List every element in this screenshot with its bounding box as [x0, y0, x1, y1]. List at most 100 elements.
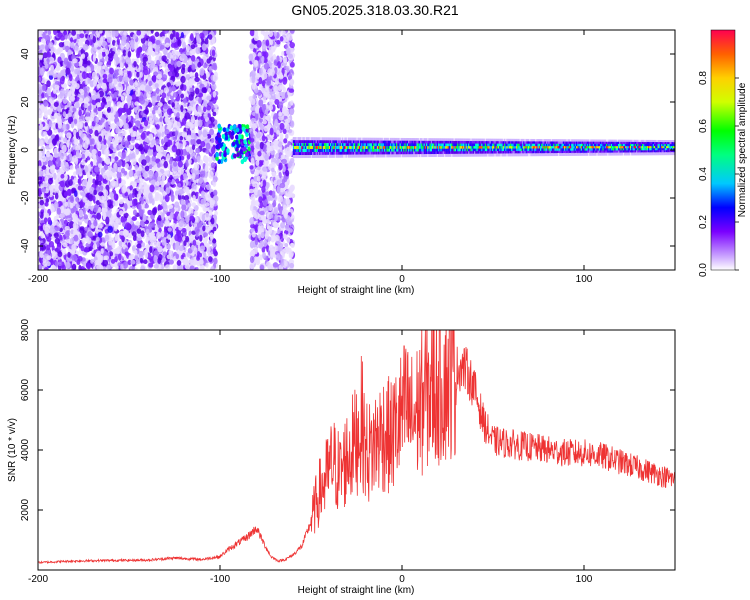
heatmap-cell: [57, 32, 63, 38]
heatmap-cell: [124, 75, 129, 83]
heatmap-cell: [73, 177, 78, 184]
heatmap-cell: [43, 217, 48, 223]
heatmap-cell: [141, 159, 147, 166]
heatmap-cell: [202, 225, 206, 232]
heatmap-cell: [46, 236, 52, 242]
heatmap-cell: [127, 50, 132, 58]
heatmap-cell: [196, 255, 201, 261]
heatmap-cell: [40, 38, 46, 44]
heatmap-cell: [166, 153, 171, 162]
heatmap-cell: [143, 259, 148, 265]
heatmap-cell: [94, 129, 99, 137]
heatmap-cell: [92, 55, 97, 62]
heatmap-cell: [83, 103, 88, 109]
heatmap-cell: [193, 246, 198, 255]
heatmap-cell: [194, 111, 198, 117]
heatmap-cell: [77, 167, 83, 175]
heatmap-cell: [166, 82, 171, 88]
heatmap-cell: [185, 159, 189, 168]
heatmap-cell: [131, 181, 137, 188]
heatmap-cell: [53, 201, 59, 209]
heatmap-cell: [38, 87, 43, 95]
heatmap-cell: [95, 116, 100, 123]
heatmap-cell: [142, 214, 147, 222]
heatmap-cell: [106, 264, 111, 270]
heatmap-cell: [90, 46, 96, 55]
heatmap-cell: [185, 179, 189, 186]
heatmap-cell: [79, 227, 85, 234]
heatmap-cell: [135, 89, 141, 97]
heatmap-cell: [80, 48, 85, 55]
heatmap-cell: [72, 58, 78, 64]
heatmap-cell: [167, 227, 173, 232]
heatmap-cell: [128, 144, 134, 150]
heatmap-cell: [81, 232, 85, 238]
heatmap-cell: [97, 106, 102, 112]
heatmap-cell: [148, 170, 154, 179]
heatmap-cell: [221, 133, 226, 139]
heatmap-cell: [200, 141, 206, 148]
heatmap-cell: [188, 207, 194, 215]
heatmap-cell: [184, 263, 191, 270]
heatmap-cell: [173, 66, 179, 74]
heatmap-cell: [60, 174, 65, 179]
heatmap-cell: [180, 32, 185, 39]
heatmap-cell: [180, 217, 185, 223]
heatmap-cell: [186, 121, 192, 127]
heatmap-cell: [176, 81, 182, 86]
heatmap-cell: [176, 264, 183, 270]
heatmap-cell: [195, 47, 201, 55]
heatmap-cell: [206, 133, 212, 139]
heatmap-cell: [140, 186, 146, 194]
heatmap-cell: [86, 56, 91, 62]
heatmap-cell: [72, 45, 79, 51]
heatmap-cell: [52, 88, 57, 94]
heatmap-cell: [211, 146, 216, 155]
heatmap-cell: [68, 73, 72, 79]
heatmap-cell: [161, 174, 166, 182]
heatmap-cell: [43, 111, 48, 119]
heatmap-cell: [75, 203, 80, 209]
heatmap-cell: [97, 223, 103, 229]
heatmap-cell: [132, 209, 137, 216]
heatmap-cell: [70, 229, 74, 235]
heatmap-cell: [38, 176, 43, 181]
heatmap-cell: [48, 42, 54, 50]
heatmap-cell: [224, 135, 229, 141]
heatmap-cell: [156, 162, 161, 168]
heatmap-cell: [97, 61, 103, 66]
heatmap-cell: [94, 166, 100, 173]
heatmap-cell: [230, 130, 235, 136]
heatmap-cell: [45, 198, 50, 204]
heatmap-cell: [104, 200, 108, 208]
heatmap-cell: [63, 57, 69, 65]
heatmap-cell: [210, 162, 216, 169]
heatmap-cell: [106, 106, 111, 113]
heatmap-cell: [92, 195, 96, 202]
heatmap-cell: [180, 104, 184, 113]
heatmap-cell: [84, 122, 88, 127]
heatmap-cell: [157, 102, 163, 107]
heatmap-cell: [79, 33, 85, 39]
heatmap-cell: [177, 189, 182, 196]
heatmap-cell: [149, 246, 153, 254]
heatmap-cell: [145, 228, 150, 235]
heatmap-cell: [49, 226, 55, 235]
heatmap-cell: [120, 95, 125, 102]
heatmap-cell: [118, 182, 123, 188]
heatmap-cell: [57, 251, 63, 258]
heatmap-cell: [104, 148, 110, 156]
heatmap-cell: [184, 67, 189, 74]
heatmap-cell: [90, 110, 94, 117]
heatmap-cell: [196, 155, 201, 163]
heatmap-cell: [63, 191, 69, 197]
heatmap-cell: [177, 39, 182, 47]
heatmap-cell: [58, 151, 62, 157]
heatmap-cell: [95, 30, 99, 37]
heatmap-cell: [180, 210, 185, 219]
heatmap-cell: [235, 134, 239, 140]
heatmap-cell: [152, 74, 157, 83]
heatmap-cell: [88, 194, 94, 202]
heatmap-cell: [195, 174, 200, 180]
